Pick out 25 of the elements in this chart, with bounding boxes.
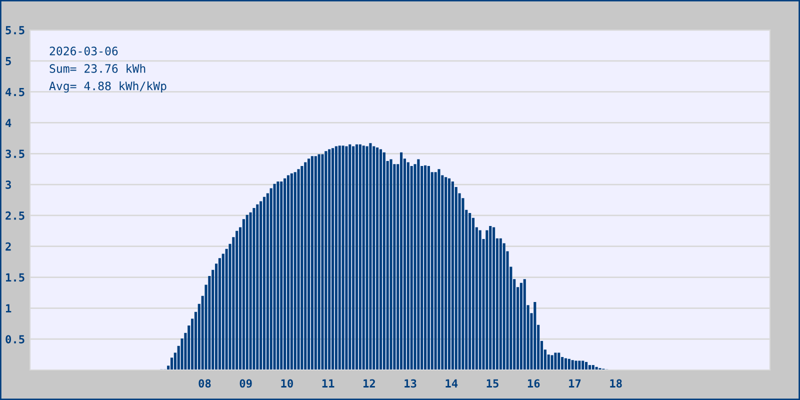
y-tick-label: 5 xyxy=(6,57,11,66)
y-tick-label: 5.5 xyxy=(6,26,24,34)
y-tick-label: 2.5 xyxy=(6,211,24,220)
x-tick-label: 17 xyxy=(569,379,581,388)
y-tick-label: 4.5 xyxy=(6,88,24,96)
x-tick-label: 13 xyxy=(404,379,416,388)
x-tick-label: 18 xyxy=(610,379,622,388)
y-tick-label: 3.5 xyxy=(6,150,24,158)
annotation: Sum= 23.76 kWh xyxy=(50,64,146,73)
x-tick-label: 15 xyxy=(486,379,498,388)
y-tick-label: 2 xyxy=(6,242,11,251)
x-tick-label: 11 xyxy=(322,379,334,388)
annotation: Avg= 4.88 kWh/kWp xyxy=(49,81,166,93)
x-tick-label: 09 xyxy=(240,379,252,388)
x-tick-label: 10 xyxy=(281,379,293,388)
x-tick-label: 16 xyxy=(528,379,540,388)
x-tick-label: 12 xyxy=(364,379,375,388)
y-tick-label: 4 xyxy=(6,118,12,127)
x-tick-label: 08 xyxy=(198,379,211,388)
y-tick-label: 0.5 xyxy=(6,335,24,344)
y-tick-label: 1 xyxy=(6,304,12,312)
annotation: 2026-03-06 xyxy=(50,46,118,56)
y-tick-label: 1.5 xyxy=(6,273,24,282)
x-tick-label: 14 xyxy=(446,379,458,388)
y-tick-label: 3 xyxy=(6,180,11,189)
